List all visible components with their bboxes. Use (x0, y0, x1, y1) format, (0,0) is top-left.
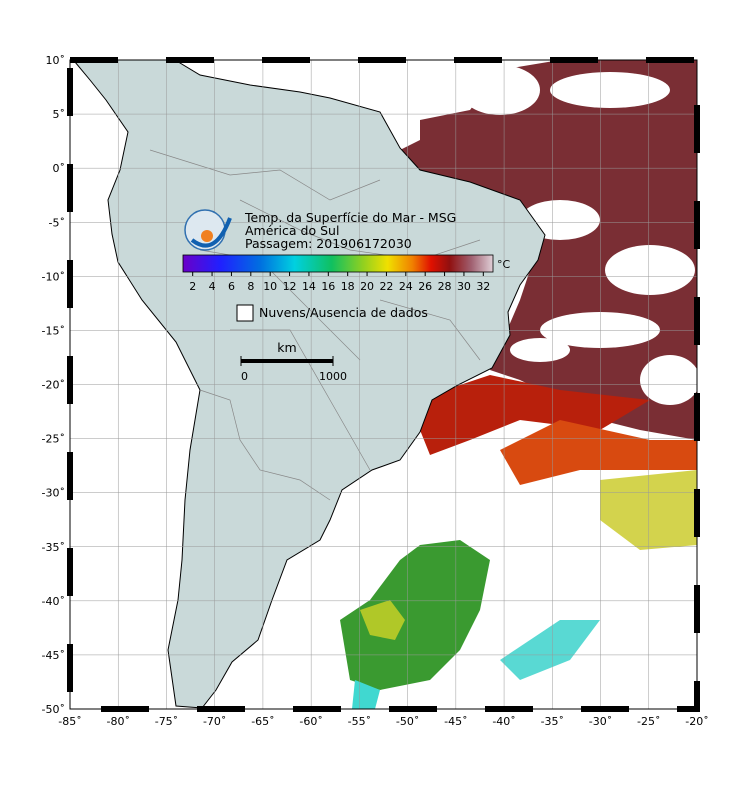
sst-green (340, 540, 490, 690)
logo (184, 209, 232, 251)
colorbar-tick-label: 24 (399, 280, 413, 293)
lat-tick-label: -40˚ (42, 595, 65, 608)
lon-tick-label: -55˚ (348, 715, 371, 728)
colorbar-tick-label: 14 (302, 280, 316, 293)
lon-tick-label: -25˚ (637, 715, 660, 728)
colorbar-tick-label: 2 (189, 280, 196, 293)
scale-unit: km (277, 340, 296, 355)
lon-tick-label: -80˚ (106, 715, 129, 728)
lat-tick-label: -35˚ (42, 541, 65, 554)
lon-tick-label: -65˚ (251, 715, 274, 728)
colorbar-tick-label: 16 (321, 280, 335, 293)
sst-yellow (600, 470, 697, 550)
colorbar-tick-label: 12 (283, 280, 297, 293)
scale-tick-label: 0 (241, 370, 248, 383)
legend-label: Nuvens/Ausencia de dados (259, 305, 428, 320)
colorbar-tick-label: 18 (341, 280, 355, 293)
lat-tick-label: -30˚ (42, 487, 65, 500)
colorbar-unit: °C (497, 258, 511, 271)
lon-tick-label: -45˚ (444, 715, 467, 728)
pass-time: Passagem: 201906172030 (245, 236, 412, 251)
colorbar (182, 254, 494, 273)
lon-tick-label: -20˚ (685, 715, 708, 728)
lon-tick-label: -85˚ (58, 715, 81, 728)
clouds (460, 65, 697, 405)
subtitle: América do Sul (245, 223, 339, 238)
colorbar-tick-label: 4 (209, 280, 216, 293)
sst-lime (360, 600, 405, 640)
lon-tick-label: -30˚ (589, 715, 612, 728)
colorbar-tick-label: 26 (418, 280, 432, 293)
sst-cyan (500, 620, 600, 680)
title: Temp. da Superfície do Mar - MSG (244, 210, 456, 225)
sst-red (420, 375, 650, 455)
lon-tick-label: -35˚ (541, 715, 564, 728)
scale-bar (241, 359, 333, 363)
lat-tick-label: 5˚ (53, 108, 66, 121)
lat-tick-label: -5˚ (49, 216, 65, 229)
lat-tick-label: -20˚ (42, 379, 65, 392)
scale-tick-label: 1000 (319, 370, 347, 383)
sst-cyan2 (352, 680, 380, 709)
lon-tick-label: -40˚ (492, 715, 515, 728)
legend-swatch (236, 304, 254, 322)
colorbar-tick-label: 8 (247, 280, 254, 293)
colorbar-tick-label: 28 (438, 280, 452, 293)
lat-tick-label: 10˚ (46, 54, 66, 67)
sst-orange (500, 420, 697, 485)
lat-tick-label: -25˚ (42, 433, 65, 446)
colorbar-tick-label: 20 (360, 280, 374, 293)
colorbar-tick-label: 10 (263, 280, 277, 293)
lat-tick-label: -45˚ (42, 649, 65, 662)
sst-layer (340, 60, 697, 709)
colorbar-tick-label: 6 (228, 280, 235, 293)
lat-tick-label: -15˚ (42, 324, 65, 337)
lat-tick-label: -50˚ (42, 703, 65, 716)
lon-tick-label: -60˚ (299, 715, 322, 728)
lat-tick-label: -10˚ (42, 270, 65, 283)
colorbar-tick-label: 32 (476, 280, 490, 293)
lon-tick-label: -75˚ (155, 715, 178, 728)
colorbar-tick-label: 22 (379, 280, 393, 293)
lon-tick-label: -70˚ (203, 715, 226, 728)
colorbar-tick-label: 30 (457, 280, 471, 293)
frame (69, 59, 698, 710)
lon-tick-label: -50˚ (396, 715, 419, 728)
lat-tick-label: 0˚ (53, 162, 66, 175)
